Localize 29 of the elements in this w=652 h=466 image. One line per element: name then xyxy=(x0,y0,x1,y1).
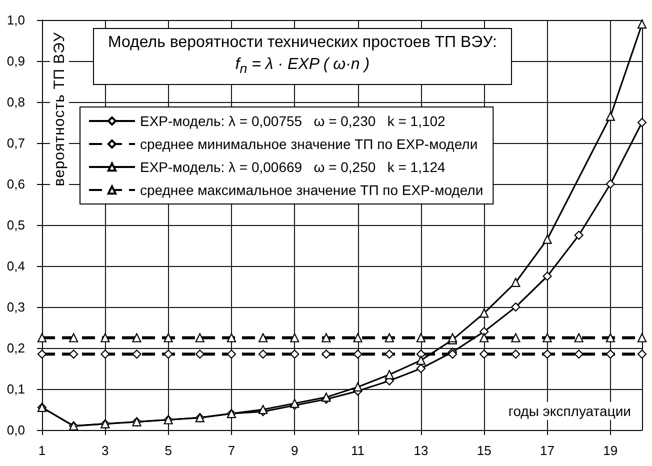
y-tick-label: 0,2 xyxy=(6,340,25,356)
legend-label: среднее максимальное значение ТП по EXP-модели xyxy=(140,182,484,198)
x-tick-label: 19 xyxy=(603,443,618,458)
x-tick-label: 11 xyxy=(351,443,365,458)
legend-label: EXP-модель: λ = 0,00669 ω = 0,250 k = 1,124 xyxy=(140,159,446,175)
x-tick-label: 3 xyxy=(102,443,109,458)
y-tick-label: 0,4 xyxy=(6,258,25,274)
legend-label: EXP-модель: λ = 0,00755 ω = 0,230 k = 1,102 xyxy=(140,113,446,129)
y-tick-label: 0,0 xyxy=(6,422,25,438)
x-tick-label: 1 xyxy=(38,443,46,458)
y-axis-title: вероятность ТП ВЭУ xyxy=(50,30,69,188)
y-tick-label: 0,5 xyxy=(6,218,25,232)
x-tick-label: 7 xyxy=(228,443,236,458)
y-tick-label: 0,1 xyxy=(6,382,25,396)
x-axis-title: годы эксплуатации xyxy=(505,402,634,420)
y-tick-label: 0,8 xyxy=(6,94,25,110)
x-tick-label: 13 xyxy=(414,443,428,458)
x-tick-label: 17 xyxy=(540,443,554,458)
x-tick-label: 5 xyxy=(164,443,172,458)
text: f$_{n}$ = λ · EXP ( ω·n ) xyxy=(234,55,371,78)
x-tick-label: 15 xyxy=(476,443,492,458)
y-tick-label: 0,9 xyxy=(6,54,25,68)
y-tick-label: 1,0 xyxy=(6,12,25,28)
text: Модель вероятности технических простоев ТП ВЭУ: xyxy=(108,33,497,53)
y-tick-label: 0,6 xyxy=(6,176,25,192)
legend-label: среднее минимальное значение ТП по EXP-модели xyxy=(140,136,478,152)
y-tick-label: 0,7 xyxy=(6,136,25,150)
x-tick-label: 9 xyxy=(291,443,298,458)
y-tick-label: 0,3 xyxy=(6,300,25,314)
